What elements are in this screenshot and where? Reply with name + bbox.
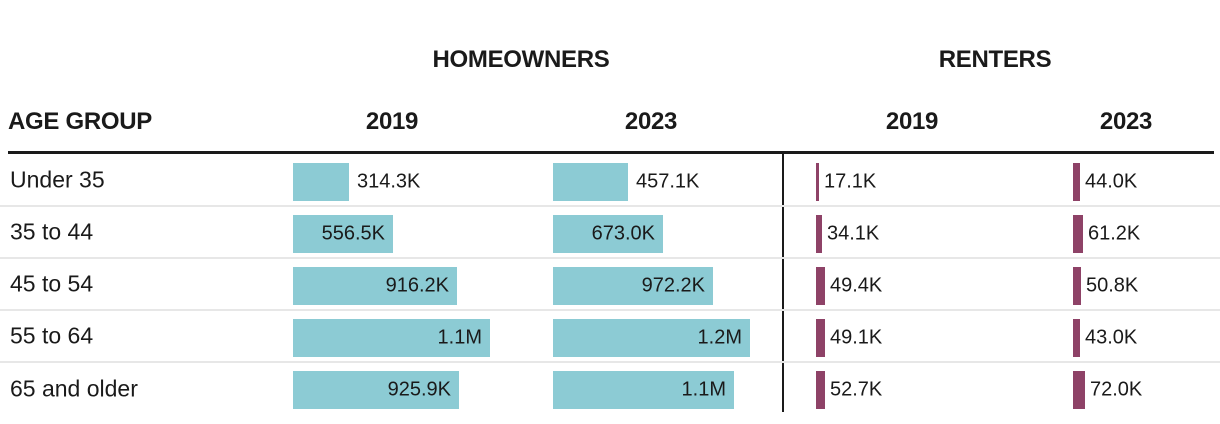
bar-homeowners-2023: 457.1K xyxy=(553,163,699,201)
value-renters-2019: 49.1K xyxy=(830,326,883,349)
bar-renters-2023: 50.8K xyxy=(1073,267,1138,305)
table-row: 45 to 54 916.2K 972.2K 49.4K 50.8K xyxy=(0,259,1220,311)
renters-2023-header: 2023 xyxy=(1099,108,1153,135)
row-label: 65 and older xyxy=(10,375,138,402)
bar-homeowners-2023: 972.2K xyxy=(553,267,713,305)
bar-renters-2023: 61.2K xyxy=(1073,215,1140,253)
bar-homeowners-2019: 925.9K xyxy=(293,371,459,409)
renters-2019-header: 2019 xyxy=(885,108,939,135)
table-row: 35 to 44 556.5K 673.0K 34.1K 61.2K xyxy=(0,207,1220,259)
table-row: Under 35 314.3K 457.1K 17.1K 44.0K xyxy=(0,155,1220,207)
value-homeowners-2023: 1.2M xyxy=(697,326,742,349)
row-label: 35 to 44 xyxy=(10,218,94,245)
bar-homeowners-2019: 1.1M xyxy=(293,319,490,357)
bar-homeowners-2023: 673.0K xyxy=(553,215,663,253)
value-renters-2019: 49.4K xyxy=(830,274,883,297)
bar-renters-2019: 49.1K xyxy=(816,319,882,357)
bar-renters-2023: 43.0K xyxy=(1073,319,1137,357)
value-renters-2023: 43.0K xyxy=(1085,326,1138,349)
value-homeowners-2023: 972.2K xyxy=(641,274,705,297)
bar-homeowners-2023: 1.2M xyxy=(553,319,750,357)
value-renters-2019: 52.7K xyxy=(830,378,883,401)
header-rule xyxy=(8,151,1214,154)
rows-container: Under 35 314.3K 457.1K 17.1K 44.0K 35 to 44 55… xyxy=(0,155,1220,415)
bar-renters-2019: 17.1K xyxy=(816,163,876,201)
value-homeowners-2023: 457.1K xyxy=(636,170,700,193)
renters-group-header: RENTERS xyxy=(938,46,1052,73)
value-homeowners-2019: 925.9K xyxy=(387,378,451,401)
age-group-header: AGE GROUP xyxy=(8,108,152,135)
row-label: 45 to 54 xyxy=(10,270,94,297)
bar-renters-2023: 44.0K xyxy=(1073,163,1137,201)
table-row: 55 to 64 1.1M 1.2M 49.1K 43.0K xyxy=(0,311,1220,363)
value-renters-2023: 72.0K xyxy=(1090,378,1143,401)
homeowners-group-header: HOMEOWNERS xyxy=(432,46,610,73)
bar-renters-2019: 49.4K xyxy=(816,267,882,305)
value-homeowners-2019: 1.1M xyxy=(437,326,482,349)
bar-homeowners-2019: 556.5K xyxy=(293,215,393,253)
value-renters-2023: 61.2K xyxy=(1088,222,1141,245)
bar-renters-2023: 72.0K xyxy=(1073,371,1142,409)
bar-renters-2019: 34.1K xyxy=(816,215,879,253)
homeowners-2019-header: 2019 xyxy=(365,108,419,135)
value-homeowners-2019: 556.5K xyxy=(321,222,385,245)
bar-homeowners-2019: 314.3K xyxy=(293,163,420,201)
value-renters-2019: 17.1K xyxy=(824,170,877,193)
bar-renters-2019: 52.7K xyxy=(816,371,882,409)
homeowners-renters-divider-line xyxy=(782,151,784,412)
value-homeowners-2019: 916.2K xyxy=(385,274,449,297)
value-renters-2023: 44.0K xyxy=(1085,170,1138,193)
homeowners-2023-header: 2023 xyxy=(624,108,678,135)
bar-homeowners-2023: 1.1M xyxy=(553,371,734,409)
row-label: 55 to 64 xyxy=(10,322,94,349)
value-homeowners-2019: 314.3K xyxy=(357,170,421,193)
row-label: Under 35 xyxy=(10,166,105,193)
value-homeowners-2023: 1.1M xyxy=(681,378,726,401)
value-renters-2019: 34.1K xyxy=(827,222,880,245)
value-homeowners-2023: 673.0K xyxy=(591,222,655,245)
value-renters-2023: 50.8K xyxy=(1086,274,1139,297)
bar-homeowners-2019: 916.2K xyxy=(293,267,457,305)
table-row: 65 and older 925.9K 1.1M 52.7K 72.0K xyxy=(0,363,1220,415)
